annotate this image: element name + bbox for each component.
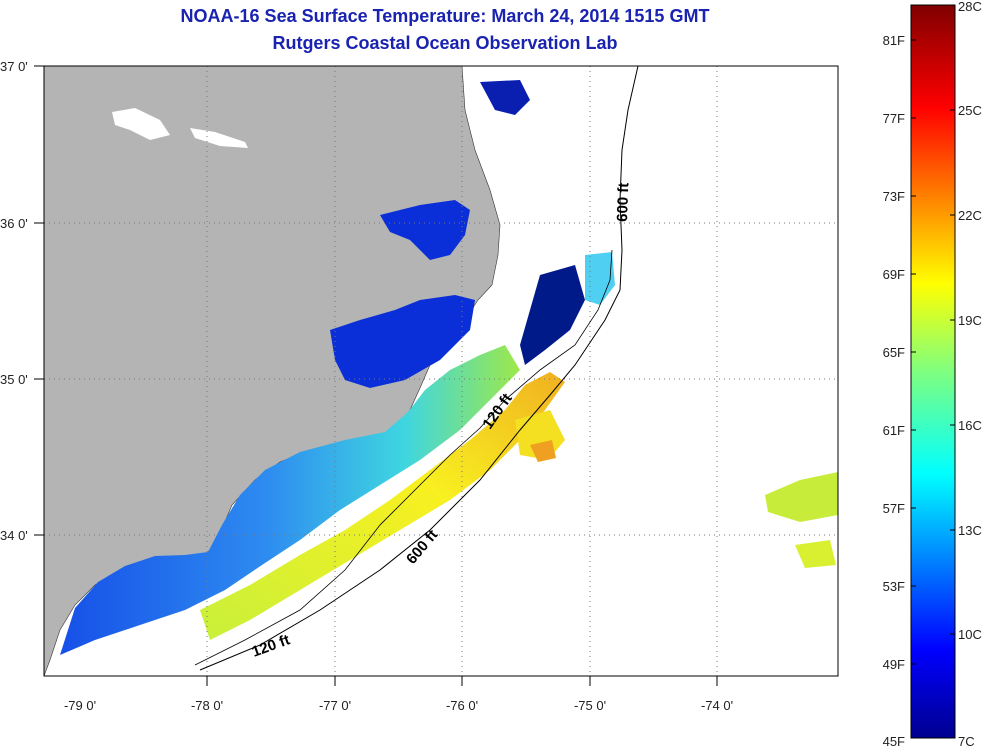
contour-600ft	[199, 66, 639, 671]
cbar-c-22: 22C	[958, 208, 982, 223]
lat-label-34: 34 0'	[0, 528, 28, 543]
map-title: NOAA-16 Sea Surface Temperature: March 2…	[180, 6, 710, 26]
cbar-f-49: 49F	[883, 657, 905, 672]
sst-orange-patch	[530, 440, 556, 462]
colorbar-ticks	[911, 39, 955, 665]
sst-warm-band	[200, 372, 565, 640]
sst-offshore-patch-2	[795, 540, 836, 568]
lon-label-75: -75 0'	[574, 698, 606, 713]
cbar-f-53: 53F	[883, 579, 905, 594]
contour-120ft	[194, 249, 613, 666]
inland-lake-2	[190, 128, 248, 148]
sst-outer-banks	[480, 80, 530, 115]
axis-ticks	[34, 65, 718, 686]
cbar-c-13: 13C	[958, 523, 982, 538]
lon-label-78: -78 0'	[191, 698, 223, 713]
cbar-c-7: 7C	[958, 734, 975, 749]
cbar-c-19: 19C	[958, 313, 982, 328]
lon-label-77: -77 0'	[319, 698, 351, 713]
sst-offshore-patch	[765, 472, 838, 522]
cbar-f-57: 57F	[883, 501, 905, 516]
cbar-f-61: 61F	[883, 423, 905, 438]
pamlico-sound	[380, 200, 470, 260]
cbar-f-77: 77F	[883, 111, 905, 126]
neuse-river	[330, 295, 475, 388]
lat-label-37: 37 0'	[0, 59, 28, 74]
cbar-f-69: 69F	[883, 267, 905, 282]
cbar-c-25: 25C	[958, 103, 982, 118]
cbar-f-65: 65F	[883, 345, 905, 360]
cbar-f-45: 45F	[883, 734, 905, 749]
cbar-f-81: 81F	[883, 33, 905, 48]
sst-hatteras-cold	[520, 265, 585, 365]
cbar-f-73: 73F	[883, 189, 905, 204]
lat-label-35: 35 0'	[0, 372, 28, 387]
lon-label-76: -76 0'	[446, 698, 478, 713]
lon-label-74: -74 0'	[701, 698, 733, 713]
sst-nearshore-band	[60, 345, 520, 655]
cbar-c-16: 16C	[958, 418, 982, 433]
sst-hatteras-cyan	[585, 252, 615, 305]
inland-lake-1	[112, 108, 170, 140]
lon-label-79: -79 0'	[64, 698, 96, 713]
depth-label-600-north: 600 ft	[614, 182, 632, 222]
map-subtitle: Rutgers Coastal Ocean Observation Lab	[272, 33, 618, 53]
lat-label-36: 36 0'	[0, 216, 28, 231]
cbar-c-10: 10C	[958, 627, 982, 642]
cbar-c-28: 28C	[958, 0, 982, 14]
colorbar	[910, 4, 956, 739]
grid-lines	[44, 66, 838, 676]
